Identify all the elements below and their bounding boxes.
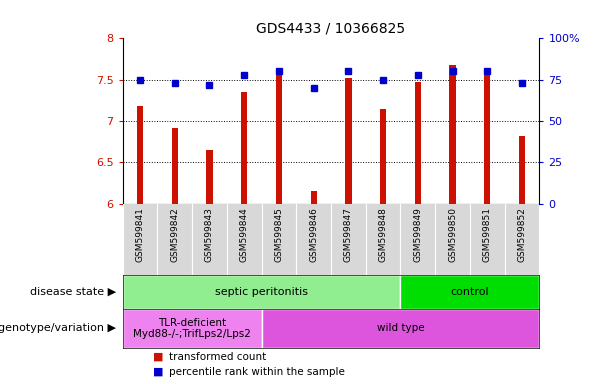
Text: GSM599843: GSM599843 bbox=[205, 207, 214, 262]
Text: GSM599841: GSM599841 bbox=[135, 207, 145, 262]
Bar bbox=[123, 275, 400, 309]
Text: GSM599849: GSM599849 bbox=[413, 207, 422, 262]
Bar bbox=[207, 150, 213, 204]
Bar bbox=[262, 309, 539, 348]
Text: control: control bbox=[451, 287, 489, 297]
Bar bbox=[345, 78, 351, 204]
Text: septic peritonitis: septic peritonitis bbox=[215, 287, 308, 297]
Bar bbox=[415, 82, 421, 204]
Bar bbox=[311, 191, 317, 204]
Text: ■: ■ bbox=[153, 352, 164, 362]
Bar bbox=[137, 106, 143, 204]
Text: GSM599851: GSM599851 bbox=[483, 207, 492, 262]
Text: genotype/variation ▶: genotype/variation ▶ bbox=[0, 323, 116, 333]
Text: wild type: wild type bbox=[376, 323, 424, 333]
Text: GSM599847: GSM599847 bbox=[344, 207, 353, 262]
Text: GSM599848: GSM599848 bbox=[379, 207, 387, 262]
Bar bbox=[276, 73, 282, 204]
Text: disease state ▶: disease state ▶ bbox=[31, 287, 116, 297]
Bar bbox=[172, 127, 178, 204]
Bar bbox=[449, 65, 455, 204]
Text: GSM599844: GSM599844 bbox=[240, 207, 249, 262]
Text: GSM599845: GSM599845 bbox=[275, 207, 283, 262]
Bar bbox=[484, 73, 490, 204]
Text: percentile rank within the sample: percentile rank within the sample bbox=[169, 367, 345, 377]
Text: TLR-deficient
Myd88-/-;TrifLps2/Lps2: TLR-deficient Myd88-/-;TrifLps2/Lps2 bbox=[133, 318, 251, 339]
Text: GSM599850: GSM599850 bbox=[448, 207, 457, 262]
Text: GSM599842: GSM599842 bbox=[170, 207, 179, 262]
Bar bbox=[400, 275, 539, 309]
Title: GDS4433 / 10366825: GDS4433 / 10366825 bbox=[256, 22, 406, 36]
Text: ■: ■ bbox=[153, 367, 164, 377]
Bar bbox=[241, 92, 247, 204]
Text: transformed count: transformed count bbox=[169, 352, 266, 362]
Bar bbox=[123, 309, 262, 348]
Bar bbox=[380, 109, 386, 204]
Bar bbox=[519, 136, 525, 204]
Text: GSM599852: GSM599852 bbox=[517, 207, 527, 262]
Text: GSM599846: GSM599846 bbox=[309, 207, 318, 262]
